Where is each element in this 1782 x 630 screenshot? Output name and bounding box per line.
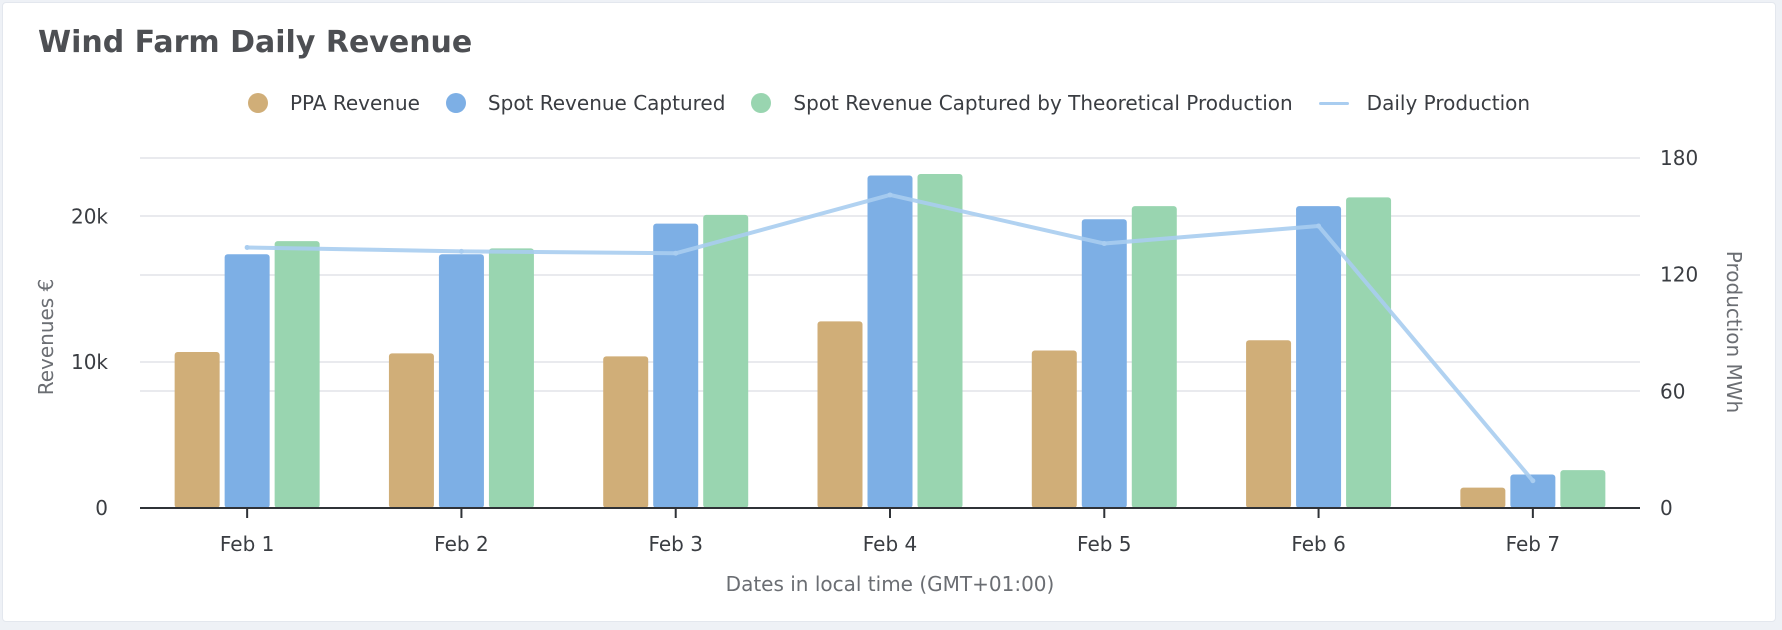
legend-label: Spot Revenue Captured by Theoretical Pro…: [793, 91, 1293, 115]
production-point: [887, 192, 893, 198]
y-tick-label: 20k: [71, 204, 108, 228]
bar: [1246, 340, 1292, 508]
production-point: [673, 250, 679, 256]
bar: [1131, 206, 1177, 508]
bar: [653, 223, 699, 508]
production-point: [1316, 223, 1322, 229]
x-tick-label: Feb 5: [1077, 532, 1132, 556]
chart-legend: PPA Revenue Spot Revenue Captured Spot R…: [3, 91, 1775, 115]
legend-label: PPA Revenue: [289, 91, 420, 115]
bar: [1031, 350, 1077, 508]
bar: [274, 241, 320, 508]
bar: [224, 254, 270, 508]
y2-axis-title: Production MWh: [1722, 251, 1746, 413]
x-tick-label: Feb 2: [434, 532, 489, 556]
x-tick-label: Feb 3: [648, 532, 703, 556]
legend-swatch: [445, 93, 466, 113]
legend-item-spot-revenue-theoretical[interactable]: Spot Revenue Captured by Theoretical Pro…: [751, 91, 1293, 115]
legend-label: Daily Production: [1366, 91, 1531, 115]
bars-group: [174, 174, 1606, 508]
x-tick-label: Feb 1: [220, 532, 275, 556]
y2-tick-label: 180: [1660, 146, 1698, 170]
bar: [1510, 474, 1556, 508]
bar: [1081, 219, 1127, 508]
production-point: [1101, 241, 1107, 247]
legend-swatch: [247, 93, 268, 113]
bar: [603, 356, 649, 508]
y-tick-label: 0: [95, 496, 108, 520]
x-tick-label: Feb 7: [1506, 532, 1561, 556]
chart-title: Wind Farm Daily Revenue: [38, 25, 473, 60]
bar: [867, 175, 913, 508]
bar: [174, 351, 220, 508]
legend-swatch: [751, 93, 772, 113]
bar: [817, 321, 863, 508]
bar: [1560, 470, 1606, 508]
bar: [1460, 487, 1506, 508]
production-line-group: [244, 192, 1536, 484]
y2-tick-label: 0: [1660, 496, 1673, 520]
legend-item-ppa-revenue[interactable]: PPA Revenue: [247, 91, 420, 115]
x-tick-label: Feb 6: [1291, 532, 1346, 556]
y2-tick-label: 60: [1660, 379, 1685, 403]
legend-line-swatch: [1318, 101, 1349, 105]
legend-label: Spot Revenue Captured: [487, 91, 726, 115]
y-axis-title: Revenues €: [34, 279, 58, 396]
production-point: [244, 244, 250, 250]
legend-item-daily-production[interactable]: Daily Production: [1318, 91, 1531, 115]
bar: [1346, 197, 1392, 508]
bar: [388, 353, 434, 508]
axes-group: 0 10k 20k 0 60 120 180 Feb 1 Feb 2 Feb 3 Feb 4 Feb …: [71, 146, 1698, 556]
bar: [488, 248, 534, 508]
legend-item-spot-revenue-captured[interactable]: Spot Revenue Captured: [445, 91, 726, 115]
production-point: [1530, 478, 1536, 484]
x-axis-title: Dates in local time (GMT+01:00): [726, 572, 1055, 596]
bar: [438, 254, 484, 508]
y-tick-label: 10k: [71, 350, 108, 374]
production-point: [458, 248, 464, 254]
bar: [1296, 206, 1342, 508]
x-tick-label: Feb 4: [863, 532, 918, 556]
y2-tick-label: 120: [1660, 263, 1698, 287]
bar: [703, 214, 749, 508]
bar: [917, 174, 963, 508]
